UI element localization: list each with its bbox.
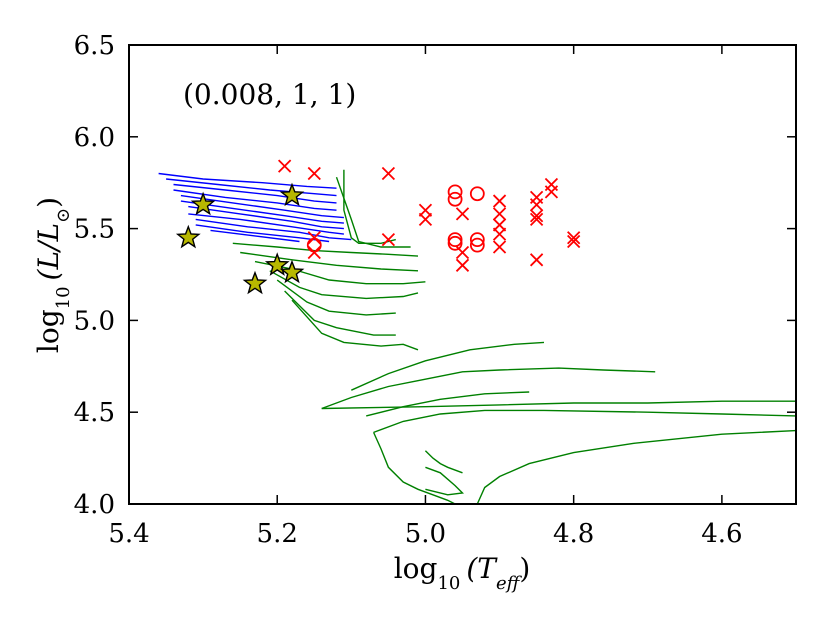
green-track-line: [424, 450, 463, 474]
circle-marker: [447, 232, 463, 248]
cross-marker: [381, 232, 396, 247]
green-track-line: [269, 270, 419, 300]
plot-frame: [128, 44, 797, 505]
cross-marker: [455, 207, 470, 221]
cross-marker: [307, 166, 321, 181]
cross-marker: [492, 227, 507, 241]
blue-track-line: [210, 229, 300, 243]
circle-marker: [447, 184, 463, 200]
star-marker: [279, 259, 305, 284]
blue-track-line: [180, 194, 344, 219]
green-track-line: [351, 341, 545, 391]
star-marker: [242, 270, 268, 295]
cross-marker: [492, 207, 507, 221]
x-tick-label: 5.0: [405, 519, 446, 549]
cross-marker: [455, 258, 470, 272]
plot-layer: [158, 159, 796, 504]
cross-marker: [529, 198, 544, 212]
blue-track-line: [195, 224, 330, 243]
x-tick-label: 5.2: [257, 519, 298, 549]
circle-marker: [447, 191, 463, 207]
green-track-line: [276, 279, 396, 316]
circle-marker: [306, 237, 322, 253]
y-axis-label: log10(L/L⊙): [32, 197, 74, 353]
green-track-line: [321, 400, 796, 410]
y-tick-label: 6.5: [74, 31, 115, 61]
blue-track-line: [166, 178, 337, 197]
blue-track-line: [173, 189, 337, 211]
blue-track-line: [188, 213, 344, 235]
cross-marker: [381, 166, 396, 181]
y-tick-label: 4.5: [74, 398, 115, 428]
circle-marker: [469, 186, 485, 202]
star-marker: [264, 252, 290, 276]
y-tick-label: 5.5: [74, 215, 115, 245]
star-marker: [175, 224, 201, 249]
x-tick-label: 4.6: [701, 519, 742, 549]
blue-track-line: [180, 200, 344, 224]
star-marker: [190, 191, 216, 216]
x-axis-label: log10 (Teff): [394, 552, 531, 594]
series-annotation: (0.008, 1, 1): [183, 78, 356, 111]
blue-track-line: [195, 218, 352, 241]
y-tick-label: 5.0: [74, 306, 115, 336]
green-track-line: [240, 251, 419, 272]
cross-marker: [418, 212, 433, 227]
circle-marker: [469, 232, 485, 248]
y-tick-label: 4.0: [74, 490, 115, 520]
y-tick-label: 6.0: [74, 123, 115, 153]
green-track-line: [373, 409, 796, 434]
green-track-line: [254, 260, 426, 285]
cross-marker: [529, 209, 544, 223]
green-track-line: [425, 466, 465, 496]
cross-marker: [277, 159, 292, 173]
cross-marker: [529, 212, 544, 227]
x-tick-label: 5.4: [108, 519, 149, 549]
cross-marker: [544, 185, 559, 199]
cross-marker: [567, 231, 581, 245]
ticks-layer: 5.4 5.2 5.0 4.8 4.6 4.0 4.5 5.0 5.5 6.0 6.5: [74, 31, 796, 549]
blue-track-line: [158, 172, 337, 189]
green-track-line: [372, 432, 456, 504]
cross-marker: [492, 240, 507, 254]
green-track-line: [366, 391, 530, 417]
x-tick-label: 4.8: [553, 519, 594, 549]
cross-marker: [492, 194, 507, 208]
green-track-line: [476, 429, 796, 504]
green-track-line: [335, 176, 411, 248]
green-track-line: [284, 290, 396, 336]
blue-track-line: [173, 183, 337, 204]
cross-marker: [567, 234, 581, 249]
green-track-line: [232, 242, 419, 257]
green-track-line: [343, 169, 396, 245]
cross-marker: [529, 253, 544, 267]
star-marker: [279, 182, 305, 207]
blue-track-line: [188, 205, 344, 230]
green-track-line: [291, 299, 419, 351]
circle-marker: [447, 235, 463, 251]
green-track-line: [321, 367, 656, 410]
circle-marker: [469, 237, 485, 253]
